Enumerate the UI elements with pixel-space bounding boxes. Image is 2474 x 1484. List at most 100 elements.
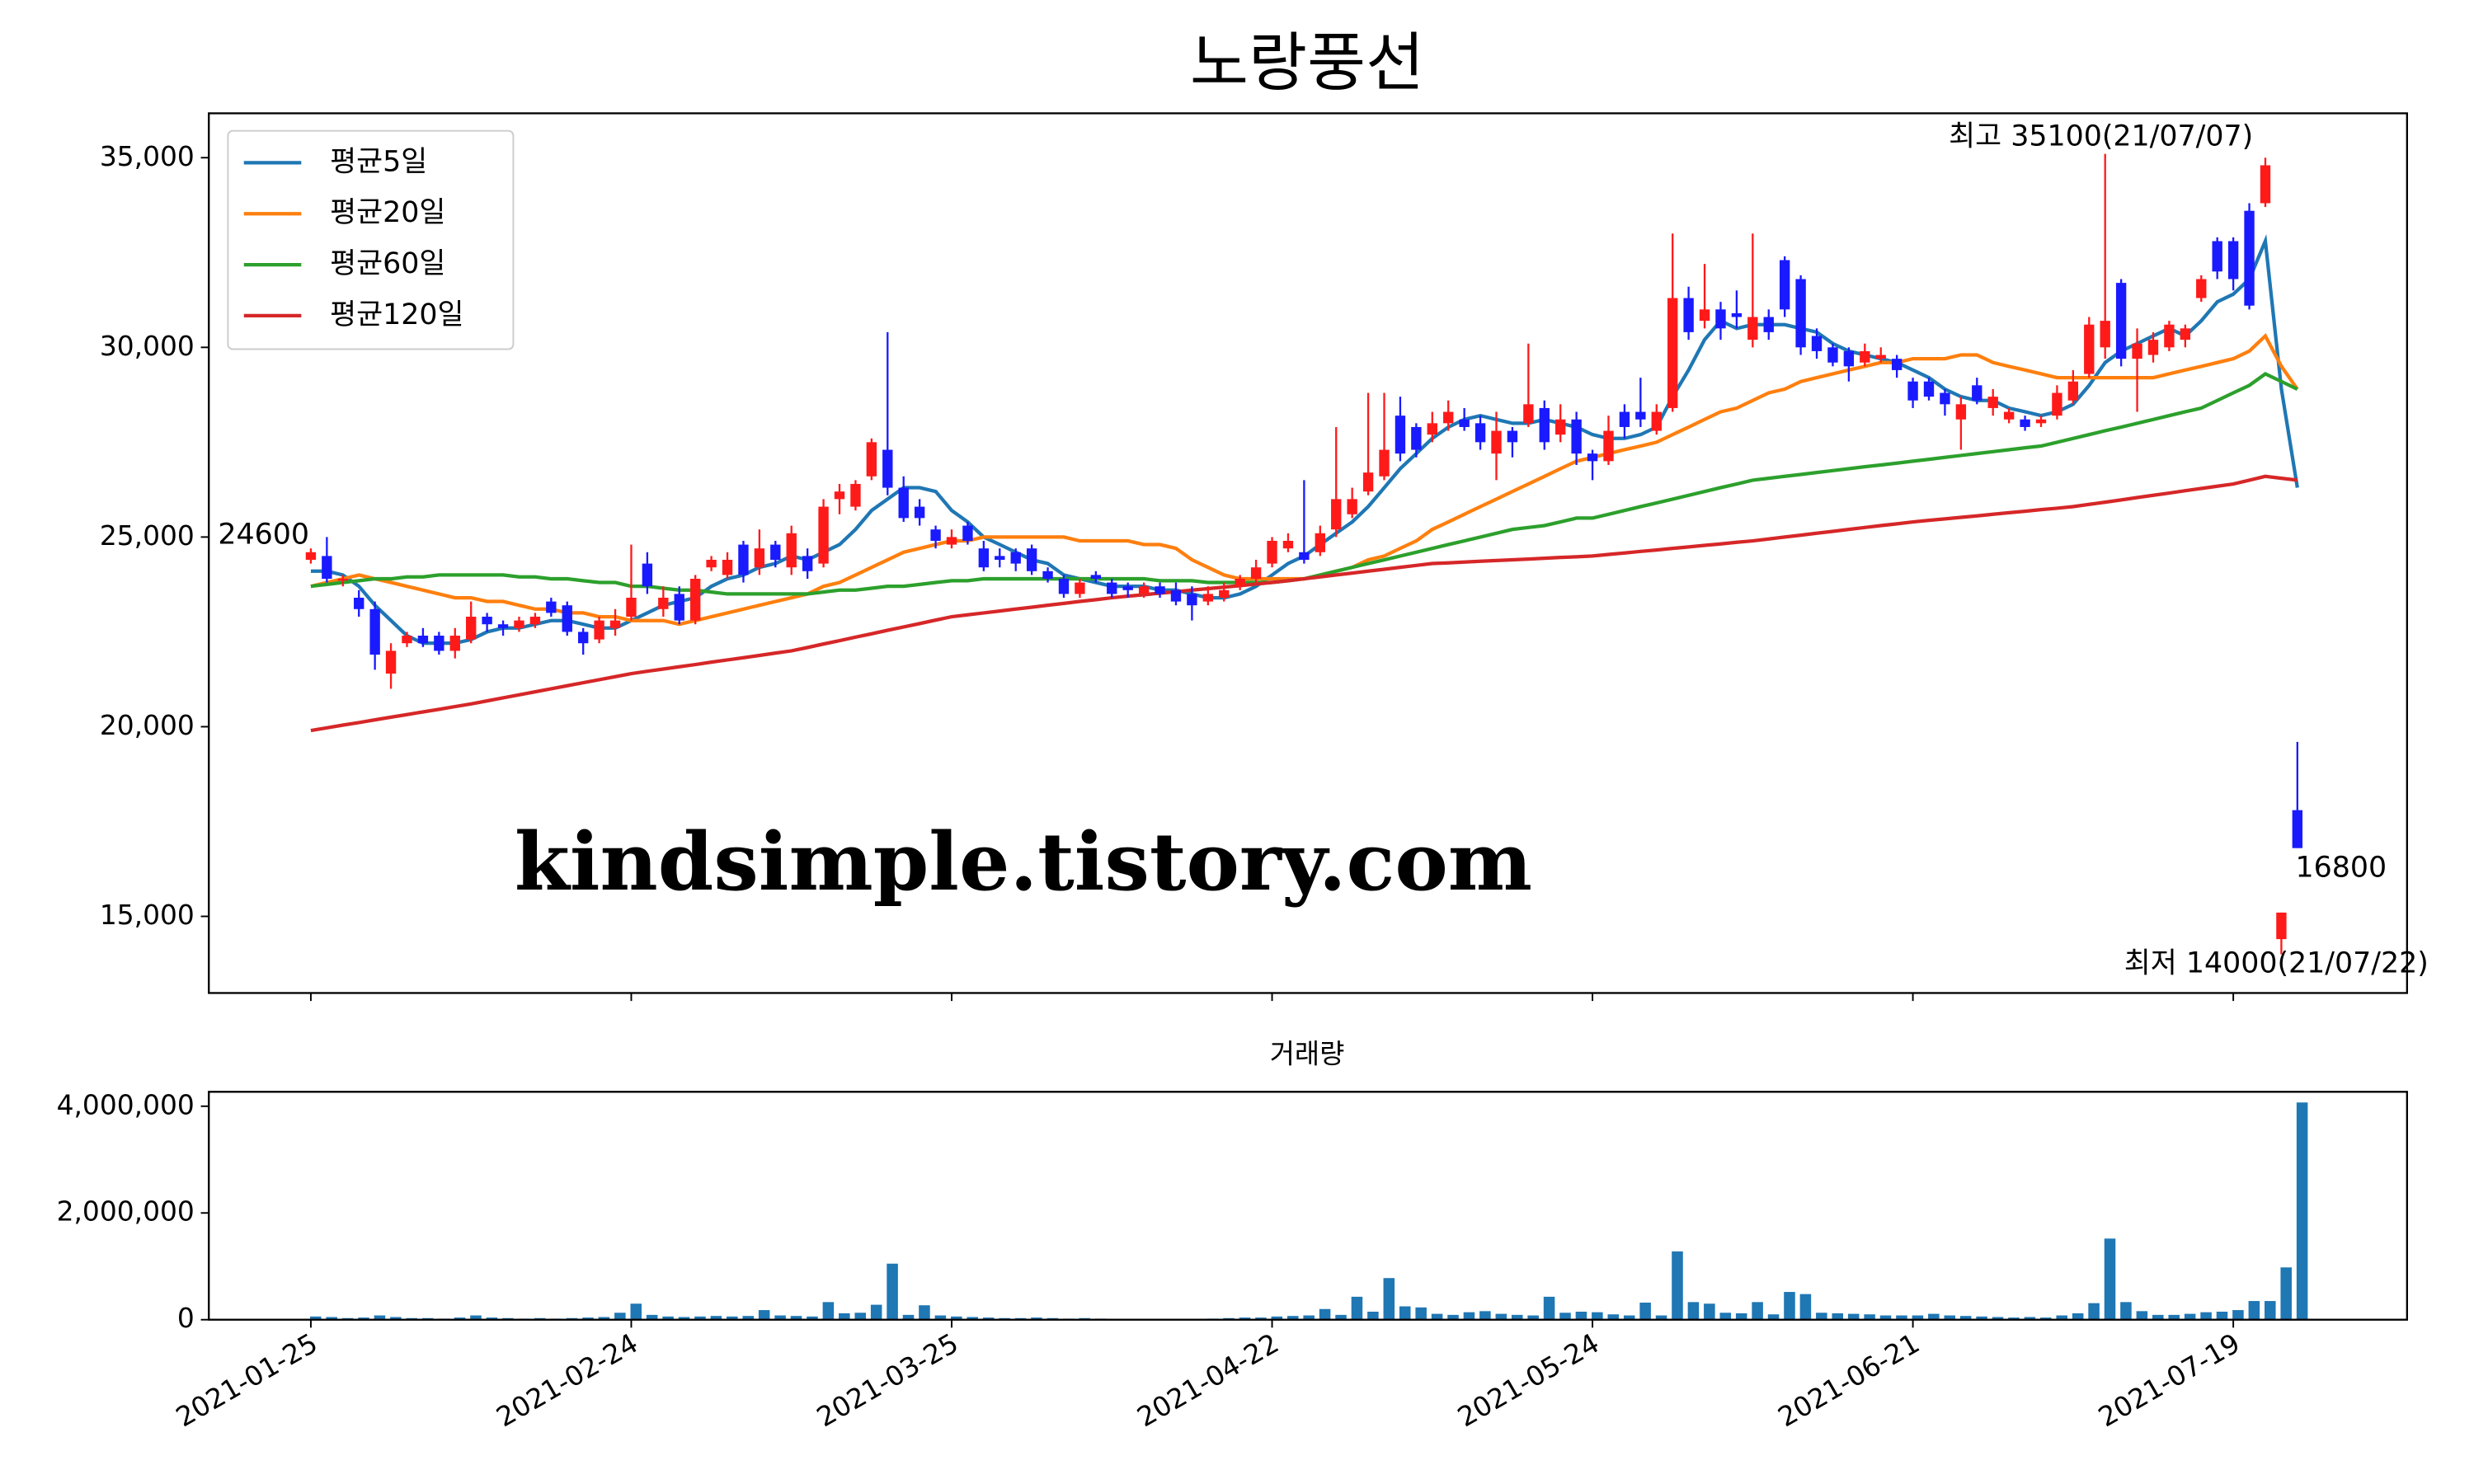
volume-bar [598, 1317, 610, 1320]
volume-bar [694, 1316, 706, 1320]
volume-bar [1784, 1292, 1795, 1320]
candle-body [1827, 347, 1838, 363]
price-frame [208, 112, 2408, 994]
candle-body [1635, 411, 1646, 420]
volume-bar [1672, 1251, 1683, 1320]
y-tick-label: 2,000,000 [57, 1195, 195, 1228]
volume-bar [2056, 1315, 2067, 1320]
volume-bar [1752, 1302, 1763, 1320]
candle-body [658, 598, 669, 609]
volume-bar [1415, 1307, 1427, 1320]
candle-body [1138, 586, 1150, 594]
candle-body [1940, 392, 1950, 405]
volume-bar [630, 1303, 642, 1320]
volume-bar [1479, 1311, 1491, 1320]
candle-body [1475, 423, 1486, 443]
volume-bar [662, 1316, 674, 1320]
candle-body [1267, 540, 1277, 564]
volume-bar [2280, 1267, 2292, 1320]
candle-body [706, 559, 717, 568]
candle-body [1075, 582, 1085, 594]
volume-bar [1896, 1315, 1907, 1320]
candle-body [930, 529, 941, 541]
candle-body [1795, 279, 1806, 348]
annotation: 24600 [218, 519, 309, 552]
candle-body [1667, 298, 1678, 408]
volume-bar [1495, 1313, 1507, 1320]
candle-body [1090, 575, 1102, 579]
candle-body [417, 636, 429, 644]
volume-bar [1879, 1315, 1892, 1320]
candle-body [1331, 499, 1342, 530]
candle-body [514, 620, 524, 628]
volume-bar [2248, 1301, 2260, 1320]
candle-body [738, 544, 749, 575]
candle-body [2260, 165, 2271, 204]
candle-body [1955, 404, 1967, 420]
candle-body [2020, 419, 2030, 427]
volume-bar [2296, 1102, 2308, 1320]
candle-body [1170, 589, 1182, 602]
candle-body [1972, 385, 1982, 401]
volume-bar [774, 1315, 786, 1320]
candle-body [1427, 423, 1437, 435]
candle-body [2084, 324, 2095, 374]
volume-bar [1912, 1315, 1924, 1320]
volume-bar [2265, 1301, 2276, 1320]
volume-bar [358, 1317, 369, 1320]
candle-body [2067, 381, 2079, 401]
candle-body [1122, 586, 1133, 590]
candle-body [834, 491, 845, 500]
candle-body [1891, 359, 1903, 370]
volume-bar [1992, 1317, 2004, 1320]
candle-body [1603, 430, 1614, 462]
candle-body [497, 624, 509, 628]
candle-body [1507, 430, 1518, 443]
candle-body [2100, 321, 2110, 348]
candle-body [1202, 594, 1214, 602]
legend-label: 평균20일 [330, 196, 445, 229]
volume-bar [1255, 1317, 1267, 1320]
candle-body [2003, 411, 2015, 420]
candle-body [1907, 381, 1918, 401]
volume-bar [1944, 1315, 1956, 1320]
volume-bar [454, 1317, 466, 1320]
annotation: 16800 [2296, 852, 2387, 885]
volume-bar [1351, 1296, 1363, 1320]
candle-body [1187, 594, 1197, 606]
volume-bar [727, 1316, 738, 1320]
volume-bar [2184, 1313, 2196, 1320]
volume-bar [807, 1316, 818, 1320]
candle-body [2132, 343, 2142, 359]
candle-body [802, 556, 813, 571]
candle-body [1715, 309, 1726, 329]
candle-body [1987, 397, 1998, 408]
y-tick-label: 20,000 [100, 709, 195, 741]
candle-body [1250, 567, 1262, 579]
candle-body [369, 608, 380, 655]
volume-bar [1031, 1317, 1042, 1320]
volume-bar [1687, 1302, 1700, 1320]
watermark: kindsimple.tistory.com [515, 815, 1532, 909]
candle-body [818, 506, 829, 564]
volume-bar [1431, 1313, 1443, 1320]
volume-bar [2104, 1238, 2116, 1320]
volume-bar [1575, 1311, 1587, 1320]
candle-body [1379, 449, 1390, 477]
candle-body [770, 544, 781, 560]
legend-box [227, 129, 515, 350]
volume-bar [854, 1313, 866, 1320]
candle-body [337, 578, 348, 581]
candle-body [305, 552, 317, 560]
candle-body [1459, 419, 1470, 427]
candle-body [786, 533, 797, 568]
volume-bar [2152, 1314, 2164, 1320]
volume-bar [1367, 1311, 1379, 1320]
volume-bar [1286, 1316, 1299, 1320]
candle-body [529, 617, 541, 625]
candle-body [946, 537, 957, 545]
candle-body [1539, 407, 1550, 443]
volume-bar [758, 1310, 770, 1320]
volume-bar [1383, 1278, 1395, 1320]
candle-body [594, 620, 604, 640]
